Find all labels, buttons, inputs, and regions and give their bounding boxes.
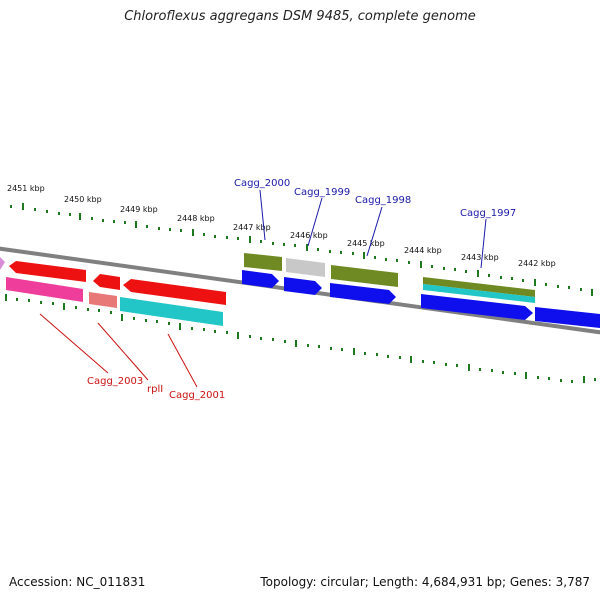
gene-label-cagg-1997: Cagg_1997	[460, 208, 516, 219]
gene-block[interactable]	[6, 277, 83, 302]
topology-text: Topology: circular; Length: 4,684,931 bp…	[260, 575, 590, 589]
scale-label: 2444 kbp	[404, 246, 442, 255]
scale-label: 2445 kbp	[347, 239, 385, 248]
scale-label: 2446 kbp	[290, 231, 328, 240]
scale-label: 2448 kbp	[177, 214, 215, 223]
gene-arrow-reverse[interactable]	[0, 257, 5, 270]
gene-block[interactable]	[120, 297, 223, 326]
scale-label: 2443 kbp	[461, 253, 499, 262]
gene-block[interactable]	[244, 253, 282, 271]
gene-label-cagg-2000: Cagg_2000	[234, 178, 290, 189]
gene-block[interactable]	[331, 265, 398, 287]
gene-block[interactable]	[423, 284, 535, 303]
gene-block[interactable]	[423, 277, 535, 297]
gene-label-cagg-2001: Cagg_2001	[169, 390, 225, 401]
gene-arrow-reverse[interactable]	[123, 279, 226, 305]
gene-arrow-forward[interactable]	[535, 307, 600, 328]
gene-label-cagg-1999: Cagg_1999	[294, 187, 350, 198]
scale-label: 2451 kbp	[7, 184, 45, 193]
scale-label: 2449 kbp	[120, 205, 158, 214]
scale-label: 2450 kbp	[64, 195, 102, 204]
gene-arrow-forward[interactable]	[330, 283, 396, 304]
gene-label-cagg-2003: Cagg_2003	[87, 376, 143, 387]
gene-arrow-forward[interactable]	[421, 294, 533, 320]
gene-block[interactable]	[89, 292, 117, 308]
gene-arrow-forward[interactable]	[284, 277, 322, 295]
gene-arrow-reverse[interactable]	[9, 261, 86, 282]
label-leaders	[39, 189, 487, 388]
gene-label-cagg-1998: Cagg_1998	[355, 195, 411, 206]
scale-label: 2442 kbp	[518, 259, 556, 268]
gene-label-rpli: rplI	[147, 384, 163, 395]
gene-block[interactable]	[286, 258, 325, 277]
scale-label: 2447 kbp	[233, 223, 271, 232]
outer-tick-track	[10, 203, 593, 296]
inner-tick-track	[5, 294, 596, 383]
gene-arrow-reverse[interactable]	[93, 274, 120, 290]
gene-arrow-forward[interactable]	[242, 270, 279, 288]
map-title: Chloroflexus aggregans DSM 9485, complet…	[124, 9, 476, 24]
accession-text: Accession: NC_011831	[9, 575, 146, 589]
